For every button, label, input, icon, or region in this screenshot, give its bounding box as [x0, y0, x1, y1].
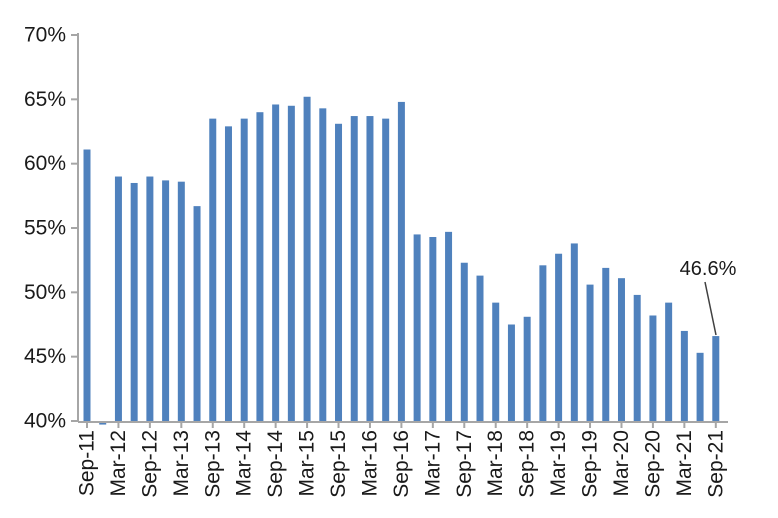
bar-Sep-19: [586, 284, 594, 421]
bar-Sep-11: [83, 149, 91, 421]
x-tick-label: Sep-14: [264, 430, 287, 498]
x-tick-label: Mar-15: [296, 430, 319, 497]
bar-Jun-13: [193, 206, 201, 421]
x-tick-label: Sep-17: [453, 430, 476, 498]
bar-Dec-17: [476, 275, 484, 421]
x-tick-label: Sep-13: [201, 430, 224, 498]
bar-Sep-16: [397, 101, 405, 421]
x-tick-label: Mar-18: [484, 430, 507, 497]
bar-Sep-17: [460, 262, 468, 421]
bar-Dec-16: [413, 234, 421, 421]
bar-Mar-15: [303, 96, 311, 421]
bar-Sep-20: [649, 315, 657, 421]
y-tick-label: 70%: [24, 24, 66, 47]
y-tick-label: 60%: [24, 152, 66, 175]
bar-Jun-20: [633, 294, 641, 421]
bar-Mar-18: [492, 302, 500, 421]
x-tick-label: Mar-13: [170, 430, 193, 497]
y-tick-label: 45%: [24, 345, 66, 368]
x-tick-label: Sep-15: [327, 430, 350, 498]
bars-group: [83, 96, 720, 425]
bar-Mar-16: [366, 116, 374, 421]
bar-Dec-13: [224, 126, 232, 421]
x-tick-label: Mar-17: [421, 430, 444, 497]
bar-Mar-21: [680, 330, 688, 421]
x-tick-label: Mar-21: [673, 430, 696, 497]
x-axis-labels-group: Sep-11 Mar-12 Sep-12 Mar-13 Sep-13 Mar-14 Sep-…: [76, 430, 728, 498]
bar-Jun-15: [319, 108, 327, 421]
bar-Sep-21: [712, 336, 720, 421]
x-tick-label: Sep-21: [704, 430, 727, 498]
bar-Dec-14: [287, 105, 295, 422]
bar-Dec-15: [350, 116, 358, 421]
x-tick-label: Mar-12: [107, 430, 130, 497]
bar-Mar-14: [240, 118, 248, 421]
bar-Mar-12: [114, 176, 122, 421]
y-tick-label: 50%: [24, 281, 66, 304]
annotation-value-label: 46.6%: [680, 258, 737, 280]
bar-Dec-19: [602, 267, 610, 421]
x-tick-label: Sep-19: [579, 430, 602, 498]
bar-Mar-19: [555, 253, 563, 421]
bar-Jun-18: [507, 324, 515, 421]
bar-Jun-21: [696, 352, 704, 421]
y-axis-labels-group: 70% 65% 60% 55% 50% 45% 40%: [24, 24, 66, 433]
bar-Sep-12: [146, 176, 154, 421]
bar-Dec-20: [665, 302, 673, 421]
bar-Sep-13: [209, 118, 217, 421]
x-tick-label: Sep-12: [138, 430, 161, 498]
bar-Dec-18: [539, 265, 547, 421]
bar-Mar-20: [617, 278, 625, 421]
bar-Sep-15: [335, 123, 343, 421]
x-tick-label: Mar-16: [358, 430, 381, 497]
x-tick-label: Sep-20: [641, 430, 664, 498]
bar-Dec-12: [162, 180, 170, 421]
y-tick-label: 40%: [24, 410, 66, 433]
bar-Jun-16: [382, 118, 390, 421]
bar-Dec-11: [99, 422, 107, 425]
bar-Jun-17: [445, 231, 453, 421]
bar-Sep-18: [523, 316, 531, 421]
annotation-leader-line: [704, 281, 717, 336]
x-tick-label: Sep-11: [76, 430, 99, 496]
x-tick-label: Sep-16: [390, 430, 413, 498]
x-tick-label: Mar-20: [610, 430, 633, 497]
bar-Jun-12: [130, 182, 138, 421]
x-tick-label: Mar-19: [547, 430, 570, 497]
y-tick-label: 65%: [24, 88, 66, 111]
bar-Mar-13: [177, 181, 185, 421]
bar-Jun-14: [256, 112, 264, 421]
x-tick-label: Sep-18: [516, 430, 539, 498]
bar-Jun-19: [570, 243, 578, 421]
x-tick-label: Mar-14: [233, 430, 256, 497]
axes-group: [71, 33, 728, 428]
bar-Mar-17: [429, 237, 437, 421]
y-tick-label: 55%: [24, 217, 66, 240]
bar-Sep-14: [272, 104, 280, 421]
